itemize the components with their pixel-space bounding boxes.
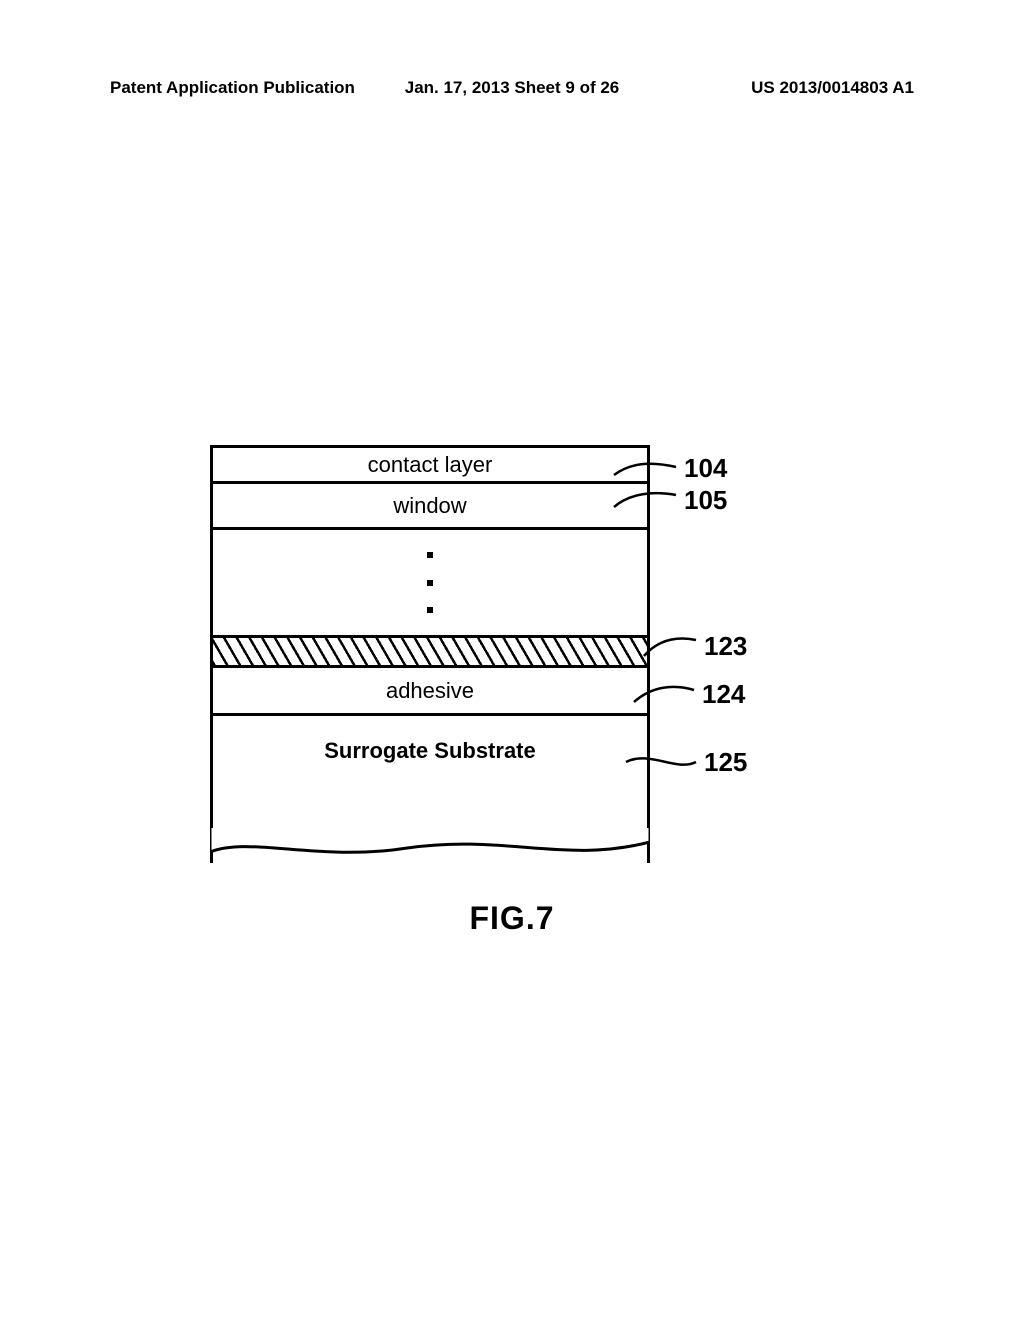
layer-window: window — [210, 481, 650, 527]
layer-contact-label: contact layer — [368, 452, 493, 478]
layer-window-label: window — [393, 493, 466, 519]
ref-104: 104 — [684, 453, 727, 484]
layer-adhesive: adhesive — [210, 665, 650, 713]
layer-substrate-label: Surrogate Substrate — [324, 738, 536, 764]
ellipsis-dot — [427, 552, 433, 558]
header-left: Patent Application Publication — [110, 78, 355, 98]
ref-125: 125 — [704, 747, 747, 778]
ref-123: 123 — [704, 631, 747, 662]
ellipsis-dot — [427, 607, 433, 613]
ellipsis-dot — [427, 580, 433, 586]
figure-caption: FIG.7 — [469, 900, 554, 937]
layer-hatched-123 — [210, 635, 650, 665]
lead-105: 105 — [610, 485, 727, 516]
page-header: Patent Application Publication Jan. 17, … — [0, 78, 1024, 98]
layer-substrate: Surrogate Substrate — [210, 713, 650, 863]
hatch-pattern — [213, 638, 647, 665]
header-center: Jan. 17, 2013 Sheet 9 of 26 — [405, 78, 620, 98]
header-right: US 2013/0014803 A1 — [751, 78, 914, 98]
ref-124: 124 — [702, 679, 745, 710]
layer-contact: contact layer — [210, 445, 650, 481]
ref-105: 105 — [684, 485, 727, 516]
layer-adhesive-label: adhesive — [386, 678, 474, 704]
layer-ellipsis — [210, 527, 650, 635]
layer-stack: contact layer window adhesive Surrogate … — [210, 445, 650, 863]
lead-104: 104 — [610, 453, 727, 484]
figure-7: contact layer window adhesive Surrogate … — [210, 445, 770, 863]
lead-124: 124 — [630, 679, 745, 710]
lead-125: 125 — [622, 747, 747, 778]
lead-123: 123 — [640, 631, 747, 662]
torn-edge — [210, 828, 650, 866]
